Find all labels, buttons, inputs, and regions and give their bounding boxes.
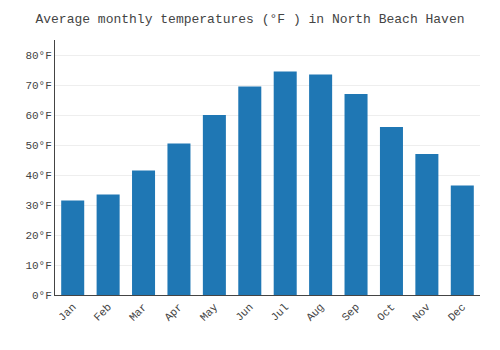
svg-text:10°F: 10°F (25, 260, 51, 272)
svg-text:60°F: 60°F (25, 110, 51, 122)
svg-text:Dec: Dec (446, 301, 468, 323)
svg-text:70°F: 70°F (25, 80, 51, 92)
svg-text:Average monthly temperatures (: Average monthly temperatures (°F ) in No… (35, 12, 464, 27)
svg-text:0°F: 0°F (32, 290, 52, 302)
svg-text:Apr: Apr (162, 301, 184, 323)
svg-text:40°F: 40°F (25, 170, 51, 182)
svg-text:Mar: Mar (127, 301, 149, 323)
svg-text:20°F: 20°F (25, 230, 51, 242)
svg-text:30°F: 30°F (25, 200, 51, 212)
svg-text:Jul: Jul (269, 301, 291, 323)
svg-text:Sep: Sep (340, 301, 362, 323)
svg-text:May: May (198, 301, 221, 324)
svg-text:Oct: Oct (375, 301, 397, 323)
svg-text:Feb: Feb (92, 301, 114, 323)
svg-text:50°F: 50°F (25, 140, 51, 152)
svg-text:Aug: Aug (304, 301, 326, 323)
svg-text:Jun: Jun (233, 301, 255, 323)
svg-text:80°F: 80°F (25, 50, 51, 62)
svg-text:Jan: Jan (56, 301, 78, 323)
svg-text:Nov: Nov (410, 301, 433, 324)
